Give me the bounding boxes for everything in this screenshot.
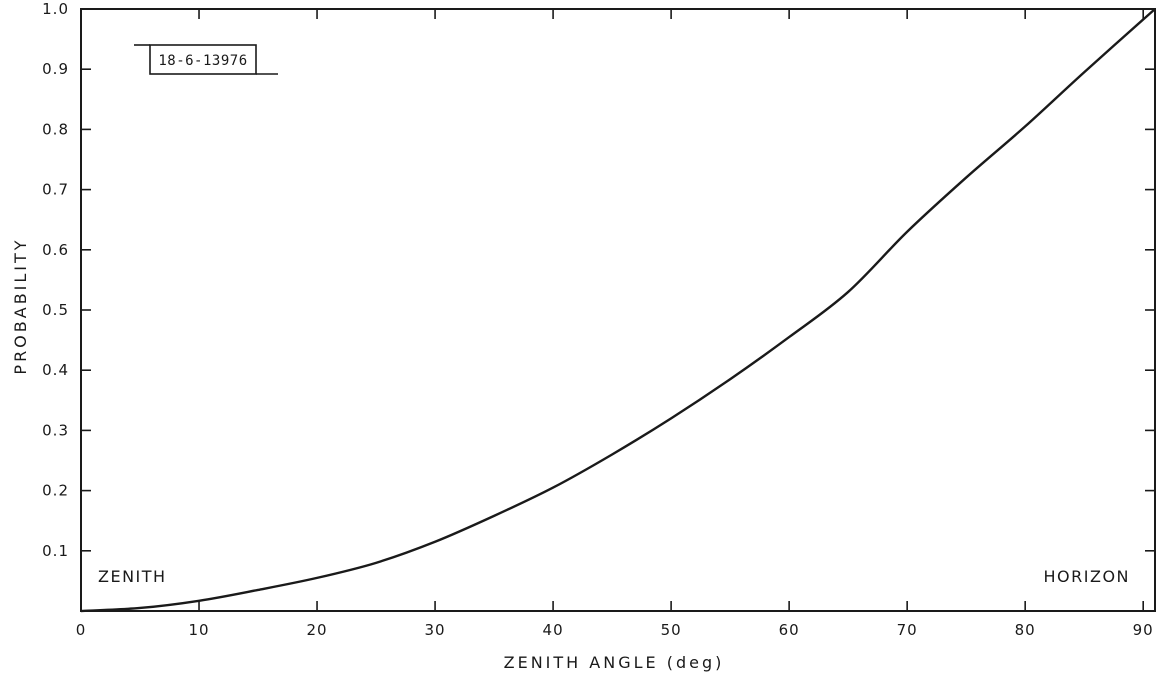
x-tick-label: 60 bbox=[779, 621, 800, 639]
plot-frame bbox=[80, 8, 1156, 612]
figure-id-stamp: 18-6-13976 bbox=[134, 44, 278, 75]
x-tick-label: 80 bbox=[1015, 621, 1036, 639]
y-tick-label: 0.6 bbox=[42, 241, 69, 259]
x-tick-label: 0 bbox=[76, 621, 87, 639]
y-tick-label: 0.3 bbox=[42, 421, 69, 439]
x-tick-label: 10 bbox=[188, 621, 209, 639]
x-tick-label: 50 bbox=[661, 621, 682, 639]
y-tick-label: 0.4 bbox=[42, 361, 69, 379]
x-tick-label: 70 bbox=[897, 621, 918, 639]
x-tick-label: 30 bbox=[425, 621, 446, 639]
y-ticks: 0.1 0.2 0.3 0.4 0.5 0.6 0.7 0.8 0.9 1.0 bbox=[42, 0, 1155, 560]
y-tick-label: 0.1 bbox=[42, 542, 69, 560]
x-tick-label: 90 bbox=[1133, 621, 1154, 639]
y-tick-label: 1.0 bbox=[42, 0, 69, 18]
y-tick-label: 0.9 bbox=[42, 60, 69, 78]
y-tick-label: 0.5 bbox=[42, 301, 69, 319]
horizon-label: HORIZON bbox=[1044, 567, 1130, 586]
series-line-probability bbox=[80, 8, 1156, 613]
x-axis-title: ZENITH ANGLE (deg) bbox=[504, 653, 725, 672]
x-ticks: 0 10 20 30 40 50 60 70 80 90 bbox=[76, 9, 1154, 639]
y-axis-title: PROBABILITY bbox=[11, 237, 30, 374]
x-tick-label: 40 bbox=[543, 621, 564, 639]
figure-id-text: 18-6-13976 bbox=[158, 53, 247, 69]
zenith-label: ZENITH bbox=[98, 567, 167, 586]
y-tick-label: 0.2 bbox=[42, 482, 69, 500]
y-tick-label: 0.8 bbox=[42, 120, 69, 138]
x-tick-label: 20 bbox=[306, 621, 327, 639]
y-tick-label: 0.7 bbox=[42, 181, 69, 199]
